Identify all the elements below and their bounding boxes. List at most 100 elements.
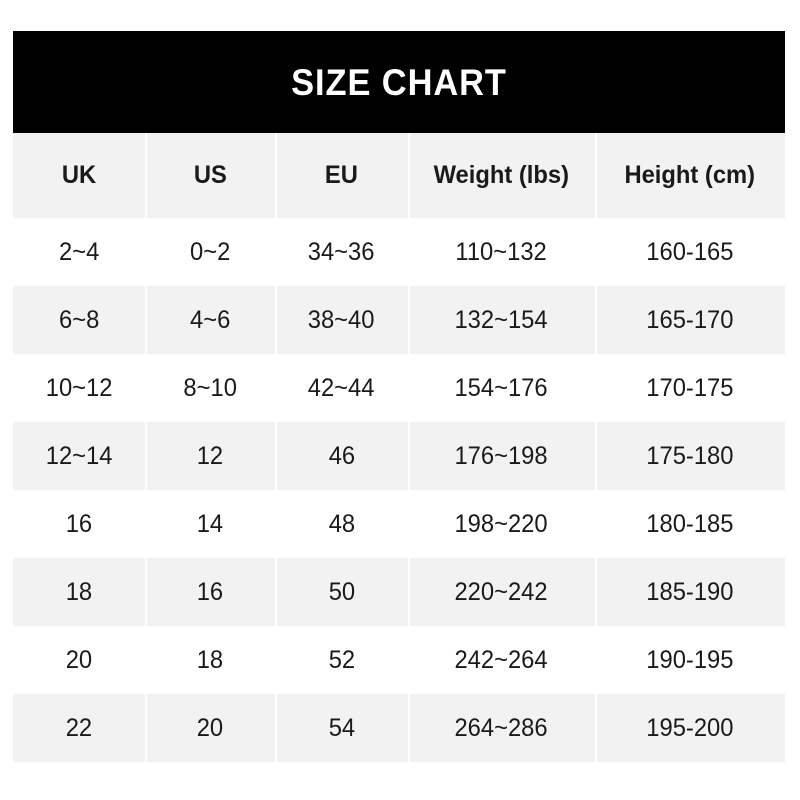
size-chart-table: UK US EU Weight (lbs) Height (cm) 2~4 0~2 34~3… xyxy=(13,133,785,762)
cell-value: 16 xyxy=(196,577,224,606)
cell-uk: 22 xyxy=(13,694,145,762)
cell-us: 16 xyxy=(145,558,275,626)
cell-value: 190-195 xyxy=(646,645,734,674)
cell-value: 20 xyxy=(196,713,224,742)
cell-height: 165-170 xyxy=(595,286,785,354)
cell-us: 12 xyxy=(145,422,275,490)
cell-value: 20 xyxy=(65,645,93,674)
column-header-label: US xyxy=(193,161,227,189)
table-body: 2~4 0~2 34~36 110~132 160-165 6~8 4~6 38~40 132~… xyxy=(13,218,785,762)
column-header-us: US xyxy=(145,133,275,218)
cell-uk: 20 xyxy=(13,626,145,694)
cell-value: 175-180 xyxy=(646,441,734,470)
table-row: 22 20 54 264~286 195-200 xyxy=(13,694,785,762)
cell-height: 185-190 xyxy=(595,558,785,626)
cell-height: 170-175 xyxy=(595,354,785,422)
cell-eu: 34~36 xyxy=(275,218,408,286)
column-header-label: Weight (lbs) xyxy=(433,161,570,189)
cell-uk: 2~4 xyxy=(13,218,145,286)
cell-value: 14 xyxy=(196,509,224,538)
cell-us: 20 xyxy=(145,694,275,762)
cell-eu: 48 xyxy=(275,490,408,558)
cell-value: 220~242 xyxy=(454,577,549,606)
table-row: 10~12 8~10 42~44 154~176 170-175 xyxy=(13,354,785,422)
cell-value: 110~132 xyxy=(455,237,548,266)
column-header-eu: EU xyxy=(275,133,408,218)
cell-uk: 18 xyxy=(13,558,145,626)
cell-weight: 220~242 xyxy=(408,558,595,626)
table-row: 18 16 50 220~242 185-190 xyxy=(13,558,785,626)
cell-value: 38~40 xyxy=(308,305,375,334)
cell-height: 190-195 xyxy=(595,626,785,694)
cell-weight: 176~198 xyxy=(408,422,595,490)
column-header-label: UK xyxy=(61,161,97,189)
cell-value: 54 xyxy=(328,713,355,742)
cell-eu: 42~44 xyxy=(275,354,408,422)
cell-value: 18 xyxy=(196,645,224,674)
cell-value: 22 xyxy=(65,713,93,742)
column-header-label: Height (cm) xyxy=(624,161,756,189)
cell-eu: 46 xyxy=(275,422,408,490)
cell-value: 6~8 xyxy=(58,305,100,334)
cell-value: 154~176 xyxy=(454,373,549,402)
cell-uk: 12~14 xyxy=(13,422,145,490)
size-chart-title-bar: SIZE CHART xyxy=(13,31,785,133)
column-header-label: EU xyxy=(324,161,358,189)
cell-value: 42~44 xyxy=(308,373,375,402)
cell-value: 180-185 xyxy=(646,509,734,538)
column-header-weight: Weight (lbs) xyxy=(408,133,595,218)
table-row: 6~8 4~6 38~40 132~154 165-170 xyxy=(13,286,785,354)
cell-us: 0~2 xyxy=(145,218,275,286)
cell-height: 195-200 xyxy=(595,694,785,762)
cell-value: 48 xyxy=(328,509,355,538)
cell-value: 242~264 xyxy=(454,645,549,674)
table-header: UK US EU Weight (lbs) Height (cm) xyxy=(13,133,785,218)
cell-value: 34~36 xyxy=(308,237,375,266)
cell-value: 160-165 xyxy=(646,237,734,266)
cell-value: 10~12 xyxy=(45,373,113,402)
cell-weight: 242~264 xyxy=(408,626,595,694)
cell-value: 4~6 xyxy=(189,305,231,334)
cell-value: 2~4 xyxy=(58,237,100,266)
cell-us: 18 xyxy=(145,626,275,694)
cell-us: 14 xyxy=(145,490,275,558)
table-row: 12~14 12 46 176~198 175-180 xyxy=(13,422,785,490)
column-header-uk: UK xyxy=(13,133,145,218)
cell-uk: 10~12 xyxy=(13,354,145,422)
cell-value: 170-175 xyxy=(646,373,734,402)
cell-value: 16 xyxy=(65,509,93,538)
cell-height: 160-165 xyxy=(595,218,785,286)
cell-value: 198~220 xyxy=(454,509,549,538)
page-title: SIZE CHART xyxy=(291,61,507,103)
cell-weight: 110~132 xyxy=(408,218,595,286)
cell-value: 12 xyxy=(196,441,224,470)
cell-height: 180-185 xyxy=(595,490,785,558)
cell-weight: 264~286 xyxy=(408,694,595,762)
cell-value: 50 xyxy=(328,577,355,606)
cell-value: 46 xyxy=(328,441,355,470)
cell-value: 18 xyxy=(65,577,93,606)
cell-uk: 6~8 xyxy=(13,286,145,354)
cell-value: 185-190 xyxy=(646,577,734,606)
cell-value: 195-200 xyxy=(646,713,734,742)
cell-eu: 52 xyxy=(275,626,408,694)
cell-eu: 50 xyxy=(275,558,408,626)
cell-value: 0~2 xyxy=(189,237,231,266)
table-row: 16 14 48 198~220 180-185 xyxy=(13,490,785,558)
cell-value: 176~198 xyxy=(454,441,549,470)
cell-us: 4~6 xyxy=(145,286,275,354)
table-row: 2~4 0~2 34~36 110~132 160-165 xyxy=(13,218,785,286)
table-header-row: UK US EU Weight (lbs) Height (cm) xyxy=(13,133,785,218)
cell-weight: 154~176 xyxy=(408,354,595,422)
cell-value: 264~286 xyxy=(454,713,549,742)
cell-us: 8~10 xyxy=(145,354,275,422)
cell-value: 165-170 xyxy=(646,305,734,334)
cell-value: 52 xyxy=(328,645,355,674)
cell-value: 8~10 xyxy=(183,373,237,402)
column-header-height: Height (cm) xyxy=(595,133,785,218)
cell-value: 12~14 xyxy=(45,441,113,470)
cell-weight: 198~220 xyxy=(408,490,595,558)
size-chart-container: SIZE CHART UK US EU Weight (lbs) Height (cm)… xyxy=(13,31,785,762)
cell-eu: 38~40 xyxy=(275,286,408,354)
